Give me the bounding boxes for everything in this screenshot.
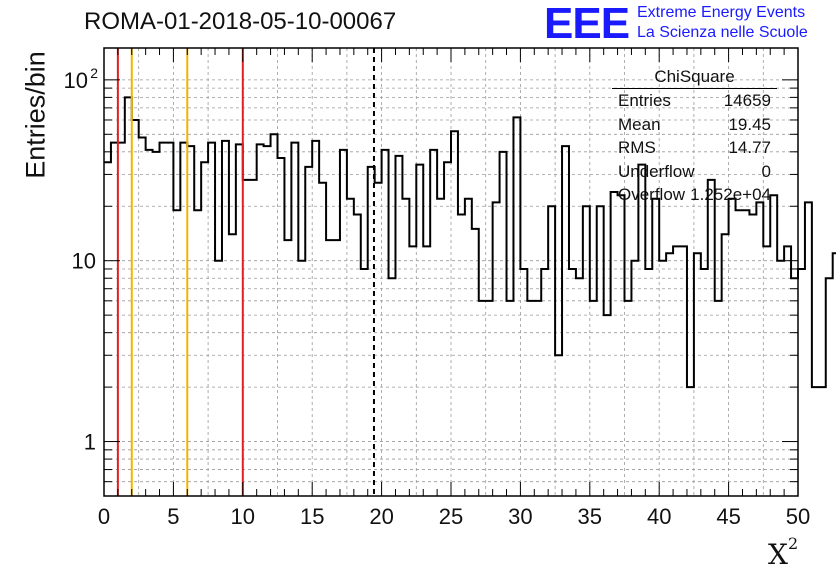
x-tick-label: 35 (578, 504, 602, 529)
x-tick-label: 45 (716, 504, 740, 529)
x-tick-label: 25 (439, 504, 463, 529)
stats-value: 14659 (723, 91, 771, 110)
stats-value: 14.77 (728, 138, 771, 157)
y-tick-label: 10 (72, 249, 96, 274)
stats-key: Mean (618, 114, 661, 134)
stats-title: ChiSquare (612, 64, 777, 89)
x-axis-label-text: X (768, 538, 788, 571)
x-tick-label: 10 (231, 504, 255, 529)
x-tick-label: 5 (167, 504, 179, 529)
plot-title: ROMA-01-2018-05-10-00067 (84, 8, 397, 35)
x-tick-label: 0 (98, 504, 110, 529)
x-tick-label: 20 (369, 504, 393, 529)
stats-row: Underflow 0 (612, 160, 777, 184)
stats-key: Underflow (618, 161, 695, 181)
y-tick-label: 1 (84, 430, 96, 455)
y-tick-label-sup: 2 (90, 65, 98, 81)
stats-row: Entries 14659 (612, 89, 777, 113)
x-axis-label: X2 (768, 534, 798, 571)
stats-box: ChiSquare Entries 14659 Mean 19.45 RMS 14.7… (612, 64, 777, 210)
stats-row: Mean 19.45 (612, 113, 777, 137)
eee-logo: EEE (544, 0, 630, 48)
logo-line-2: La Scienza nelle Scuole (637, 24, 808, 41)
x-axis-label-sup: 2 (787, 534, 799, 553)
stats-value: 0 (761, 161, 771, 181)
stats-key: Entries (618, 91, 671, 110)
x-tick-label: 15 (300, 504, 324, 529)
y-tick-label: 10 (64, 68, 88, 93)
stats-row: RMS 14.77 (612, 136, 777, 160)
x-tick-label: 30 (508, 504, 532, 529)
stats-key: Overflow (618, 185, 686, 204)
x-tick-label: 50 (786, 504, 810, 529)
stats-value: 19.45 (728, 114, 771, 134)
x-tick-label: 40 (647, 504, 671, 529)
logo-line-1: Extreme Energy Events (637, 4, 806, 21)
stats-value: 1.252e+04 (690, 185, 771, 204)
stats-row: Overflow 1.252e+04 (612, 183, 777, 207)
stats-key: RMS (618, 138, 656, 157)
